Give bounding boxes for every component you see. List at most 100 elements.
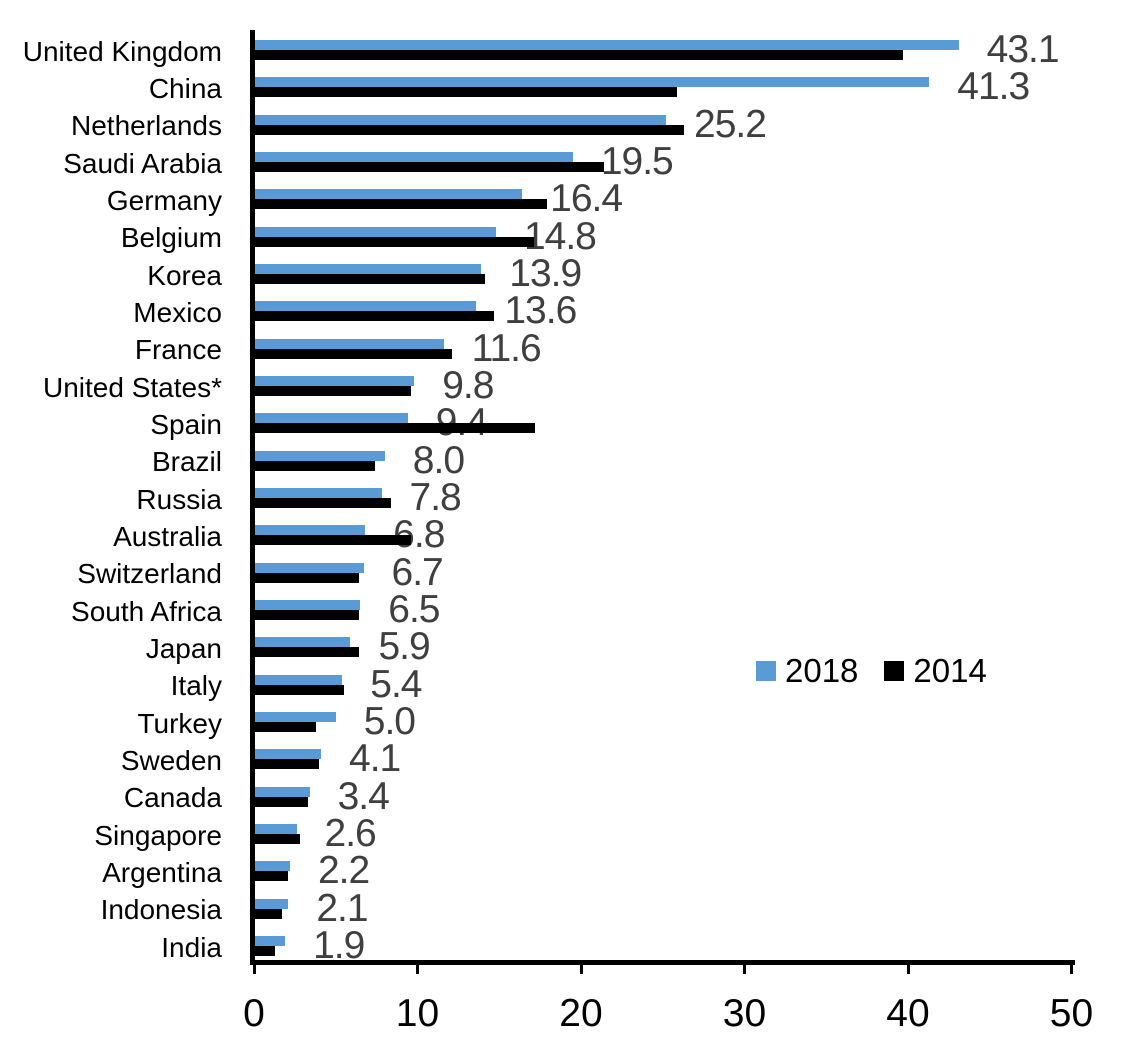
bar-2018 bbox=[254, 599, 361, 610]
category-label: Russia bbox=[136, 483, 222, 515]
value-label: 4.1 bbox=[349, 737, 401, 781]
category-label: United Kingdom bbox=[22, 35, 222, 67]
value-label: 13.6 bbox=[504, 289, 577, 333]
value-label: 43.1 bbox=[986, 28, 1060, 71]
value-label: 5.4 bbox=[370, 662, 422, 706]
bar-2014 bbox=[254, 945, 276, 956]
category-label: Belgium bbox=[120, 222, 222, 254]
x-axis-tick bbox=[1070, 963, 1073, 974]
x-axis-tick-label: 20 bbox=[559, 992, 603, 1035]
bar-2014 bbox=[254, 833, 300, 844]
bar-2018 bbox=[254, 674, 343, 685]
category-label: Argentina bbox=[102, 856, 222, 888]
category-label: Germany bbox=[106, 184, 222, 216]
y-axis-line bbox=[250, 30, 255, 965]
category-label: Indonesia bbox=[100, 894, 222, 926]
value-label: 19.5 bbox=[600, 139, 674, 183]
bar-2018 bbox=[254, 189, 523, 200]
category-label: South Africa bbox=[71, 595, 222, 627]
legend-item-2014: 2014 bbox=[884, 652, 987, 690]
value-label: 9.4 bbox=[436, 403, 488, 443]
bar-2018 bbox=[254, 301, 477, 312]
bar-2018 bbox=[254, 263, 482, 274]
value-label: 14.8 bbox=[523, 214, 597, 258]
bar-2014 bbox=[254, 236, 534, 247]
bar-2018 bbox=[254, 525, 366, 536]
bar-2014 bbox=[254, 684, 344, 695]
x-axis-tick-label: 50 bbox=[1049, 992, 1094, 1035]
value-label: 16.4 bbox=[550, 177, 623, 221]
bar-2014 bbox=[254, 348, 452, 359]
bar-2014 bbox=[254, 423, 536, 434]
bar-2014 bbox=[254, 385, 411, 396]
bar-2014 bbox=[254, 199, 547, 210]
bar-2014 bbox=[254, 535, 411, 546]
bar-2014 bbox=[254, 311, 495, 322]
bar-2014 bbox=[254, 721, 317, 732]
bar-2018 bbox=[254, 935, 286, 946]
value-label: 5.9 bbox=[378, 625, 430, 669]
x-axis-tick-label: 0 bbox=[243, 992, 265, 1035]
category-label: China bbox=[148, 72, 222, 104]
value-label: 2.6 bbox=[324, 811, 377, 855]
value-label: 6.8 bbox=[393, 513, 445, 557]
bar-2018 bbox=[254, 338, 444, 349]
bar-2018 bbox=[254, 375, 415, 386]
bar-2018 bbox=[254, 226, 496, 237]
category-label: Singapore bbox=[94, 819, 222, 851]
x-axis-tick bbox=[743, 963, 746, 974]
category-label: Japan bbox=[145, 632, 222, 664]
bar-2014 bbox=[254, 609, 359, 620]
value-label: 2.2 bbox=[317, 849, 370, 893]
value-label: 8.0 bbox=[412, 438, 465, 482]
legend-swatch-2014 bbox=[884, 661, 905, 681]
bar-2014 bbox=[254, 647, 359, 658]
value-label: 6.7 bbox=[391, 550, 444, 594]
value-label: 41.3 bbox=[957, 65, 1030, 109]
bar-2018 bbox=[254, 77, 930, 88]
value-label: 9.8 bbox=[442, 363, 494, 407]
category-label: Switzerland bbox=[77, 558, 222, 590]
bar-2018 bbox=[254, 749, 322, 760]
bar-2014 bbox=[254, 50, 904, 60]
x-axis-line bbox=[250, 960, 1075, 965]
value-label: 11.6 bbox=[471, 326, 542, 370]
value-label: 1.9 bbox=[313, 923, 365, 967]
bar-2014 bbox=[254, 161, 604, 172]
bar-2018 bbox=[254, 114, 667, 125]
category-label: France bbox=[134, 334, 222, 366]
bar-2014 bbox=[254, 87, 678, 98]
category-label: Mexico bbox=[133, 296, 222, 328]
legend-label-2014: 2014 bbox=[913, 652, 987, 689]
value-label: 7.8 bbox=[409, 475, 462, 519]
category-label: Canada bbox=[123, 782, 222, 814]
legend-swatch-2018 bbox=[756, 661, 776, 681]
x-axis-tick bbox=[579, 963, 583, 974]
bar-2018 bbox=[254, 151, 573, 162]
category-label: Saudi Arabia bbox=[63, 147, 222, 179]
bar-2014 bbox=[254, 124, 684, 135]
bar-2014 bbox=[254, 572, 359, 583]
category-label: Netherlands bbox=[71, 110, 222, 142]
x-axis-tick-label: 10 bbox=[395, 992, 440, 1035]
bar-2018 bbox=[254, 450, 385, 461]
category-label: Sweden bbox=[120, 744, 222, 776]
category-label: Korea bbox=[147, 259, 222, 291]
bar-2018 bbox=[254, 861, 290, 872]
legend: 2018 2014 bbox=[756, 652, 987, 690]
bar-2018 bbox=[254, 413, 408, 424]
bar-2014 bbox=[254, 273, 485, 284]
legend-label-2018: 2018 bbox=[785, 652, 859, 689]
bar-2014 bbox=[254, 460, 375, 471]
bar-2018 bbox=[254, 637, 351, 648]
legend-item-2018: 2018 bbox=[756, 652, 858, 690]
category-label: United States* bbox=[43, 371, 222, 403]
value-label: 25.2 bbox=[694, 102, 767, 146]
bar-2018 bbox=[254, 898, 289, 909]
bar-2018 bbox=[254, 562, 364, 573]
category-label: Italy bbox=[170, 670, 222, 702]
bar-2014 bbox=[254, 759, 320, 770]
bar-2014 bbox=[254, 796, 308, 807]
bar-2014 bbox=[254, 871, 289, 882]
